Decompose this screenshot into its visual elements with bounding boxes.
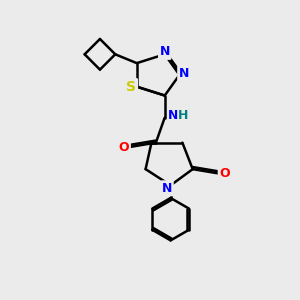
Text: N: N <box>168 109 178 122</box>
Text: N: N <box>162 182 172 195</box>
Text: O: O <box>119 141 129 154</box>
Text: S: S <box>127 80 136 94</box>
Text: N: N <box>160 45 170 58</box>
Text: O: O <box>219 167 230 180</box>
Text: N: N <box>179 67 189 80</box>
Text: H: H <box>178 109 188 122</box>
